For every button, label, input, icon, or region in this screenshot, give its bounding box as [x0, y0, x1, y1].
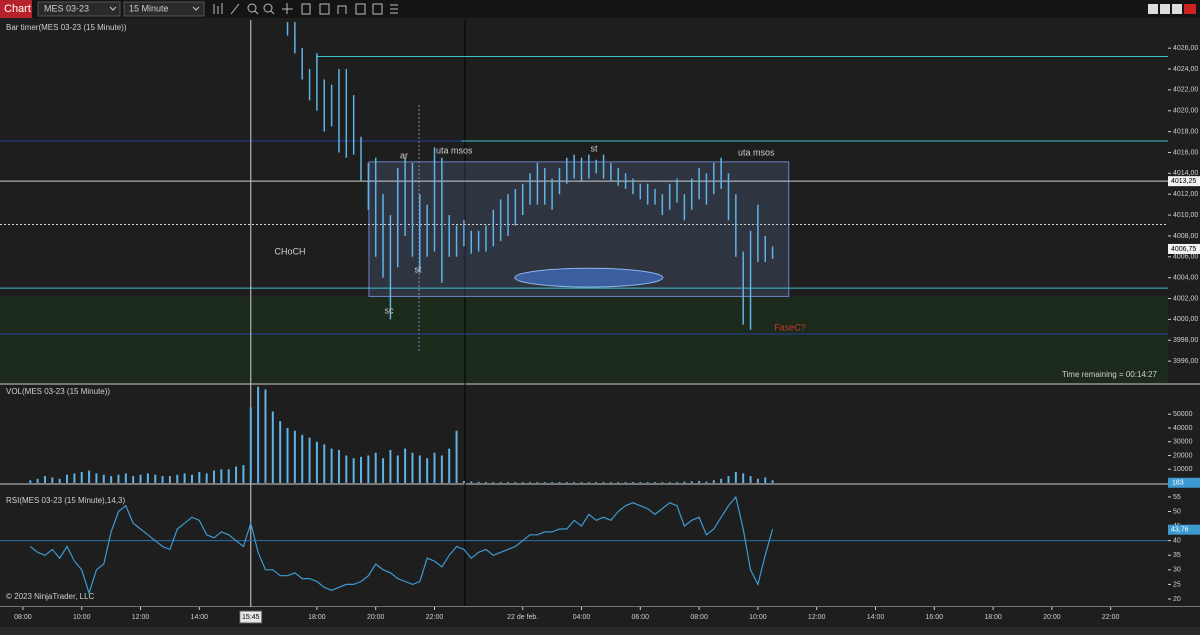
- price-badge-label: 4013,25: [1171, 178, 1196, 185]
- scrollbar[interactable]: [0, 627, 1200, 635]
- annotation: FaseC?: [774, 322, 806, 332]
- price-badge-label: 4006,75: [1171, 246, 1196, 253]
- y-tick-label: 4008,00: [1173, 233, 1198, 240]
- tab-label: Chart: [4, 3, 31, 15]
- x-tick-label: 18:00: [308, 614, 326, 621]
- y-tick-label: 4004,00: [1173, 274, 1198, 281]
- interval-select[interactable]: [123, 1, 205, 17]
- y-tick-label: 10000: [1173, 466, 1193, 473]
- rsi-line: [29, 495, 774, 596]
- x-tick-label: 12:00: [132, 614, 150, 621]
- y-tick-label: 4002,00: [1173, 295, 1198, 302]
- rsi-panel-title: RSI(MES 03-23 (15 Minute),14,3): [6, 496, 125, 505]
- chevron: [109, 6, 117, 11]
- y-tick-label: 3996,00: [1173, 358, 1198, 365]
- toolbar: [0, 0, 1200, 18]
- y-tick-label: 55: [1173, 494, 1181, 501]
- x-tick-label: 08:00: [690, 614, 708, 621]
- y-tick-label: 4014,00: [1173, 170, 1198, 177]
- ellipse: [514, 267, 664, 288]
- annotation: st: [414, 264, 422, 274]
- x-tick-label: 22:00: [1102, 614, 1120, 621]
- window-buttons[interactable]: [1148, 4, 1196, 14]
- y-tick-label: 4012,00: [1173, 191, 1198, 198]
- rsi-badge-label: 43,76: [1171, 527, 1189, 534]
- annotation: sc: [385, 305, 395, 315]
- y-tick-label: 3998,00: [1173, 337, 1198, 344]
- x-tick-label: 20:00: [367, 614, 385, 621]
- crosshair-time-label: 15:45: [242, 614, 260, 621]
- x-tick-label: 08:00: [14, 614, 32, 621]
- y-tick-label: 4024,00: [1173, 66, 1198, 73]
- panel: [0, 494, 1168, 606]
- x-tick-label: 14:00: [867, 614, 885, 621]
- y-tick-label: 4026,00: [1173, 45, 1198, 52]
- price-panel-title: Bar timer(MES 03-23 (15 Minute)): [6, 23, 127, 32]
- x-tick-label: 06:00: [632, 614, 650, 621]
- panel: [0, 386, 1168, 483]
- x-tick-label: 10:00: [73, 614, 91, 621]
- toolbar-icons[interactable]: [213, 3, 398, 15]
- axis-bg: [1168, 20, 1200, 383]
- y-tick-label: 40000: [1173, 425, 1193, 432]
- y-tick-label: 4000,00: [1173, 316, 1198, 323]
- annotation: uta msos: [738, 147, 775, 157]
- chevron: [192, 6, 200, 11]
- x-tick-label: 10:00: [749, 614, 767, 621]
- y-tick-label: 20: [1173, 596, 1181, 603]
- y-tick-label: 4006,00: [1173, 254, 1198, 261]
- copyright: © 2023 NinjaTrader, LLC: [6, 592, 95, 601]
- y-tick-label: 4010,00: [1173, 212, 1198, 219]
- y-tick-label: 4016,00: [1173, 149, 1198, 156]
- annotation: st: [590, 143, 598, 153]
- y-tick-label: 50000: [1173, 411, 1193, 418]
- time-axis: [0, 607, 1200, 627]
- y-tick-label: 30000: [1173, 439, 1193, 446]
- y-tick-label: 4022,00: [1173, 87, 1198, 94]
- volume-panel-title: VOL(MES 03-23 (15 Minute)): [6, 387, 110, 396]
- instrument: MES 03-23: [44, 3, 89, 13]
- x-tick-label: 18:00: [984, 614, 1002, 621]
- y-tick-label: 40: [1173, 538, 1181, 545]
- x-tick-label: 14:00: [191, 614, 209, 621]
- volume-badge-label: 183: [1172, 480, 1184, 487]
- tab[interactable]: [0, 0, 32, 18]
- axis-bg: [1168, 386, 1200, 483]
- volume-badge: [1168, 477, 1200, 488]
- x-tick-label: 16:00: [926, 614, 944, 621]
- y-tick-label: 50: [1173, 508, 1181, 515]
- instrument-select[interactable]: [37, 1, 121, 17]
- y-tick-label: 25: [1173, 581, 1181, 588]
- price-badge: [1168, 243, 1200, 254]
- axis-bg: [1168, 494, 1200, 606]
- plots: ar uta msos st uta msos st sc CHoCH FaseC? 4026,…: [0, 20, 1200, 627]
- rsi-badge: [1168, 524, 1200, 535]
- y-tick-label: 35: [1173, 552, 1181, 559]
- x-tick-label: 22:00: [426, 614, 444, 621]
- interval: 15 Minute: [129, 3, 169, 13]
- x-tick-label: 12:00: [808, 614, 826, 621]
- annotation: ar: [400, 150, 408, 160]
- y-tick-label: 4018,00: [1173, 128, 1198, 135]
- x-tick-label: 20:00: [1043, 614, 1061, 621]
- x-tick-label: 04:00: [573, 614, 591, 621]
- x-tick-label: 22 de feb.: [507, 614, 538, 621]
- crosshair-time-badge: [239, 610, 263, 624]
- y-tick-label: 20000: [1173, 452, 1193, 459]
- zone: [0, 296, 1168, 383]
- price-badge: [1168, 176, 1200, 187]
- y-tick-label: 4020,00: [1173, 108, 1198, 115]
- annotation: CHoCH: [274, 246, 305, 256]
- y-tick-label: 30: [1173, 567, 1181, 574]
- time-remaining: Time remaining = 00:14:27: [1062, 370, 1158, 379]
- annotation: uta msos: [436, 145, 473, 155]
